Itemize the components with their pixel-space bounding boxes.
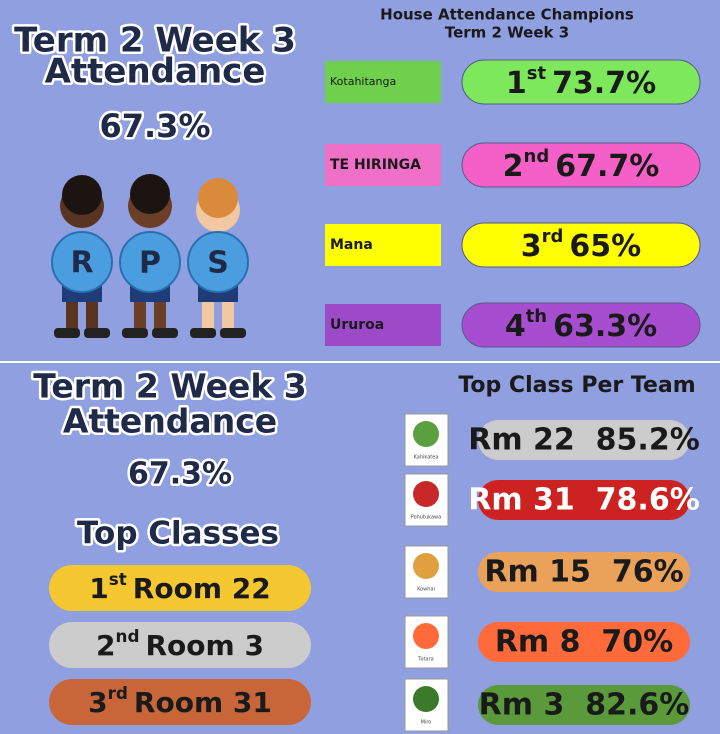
class-pill xyxy=(49,565,311,611)
team-result: Rm 8 70% xyxy=(495,625,673,660)
rank-text: 1st 73.7% xyxy=(506,63,656,101)
team-name: Miro xyxy=(421,720,432,726)
team-pill xyxy=(478,622,690,662)
team-icon xyxy=(413,421,439,447)
rank-text: 3rd 65% xyxy=(521,226,641,264)
team-icon xyxy=(413,553,439,579)
heading: Term 2 Week 3 xyxy=(445,24,569,42)
percent: 65% xyxy=(569,229,641,264)
percent: 63.3% xyxy=(553,309,657,344)
team-pill xyxy=(478,480,690,520)
house-name: Kotahitanga xyxy=(330,75,396,88)
team-pill xyxy=(478,685,690,725)
heading: House Attendance Champions xyxy=(380,6,634,24)
rank: 3 xyxy=(88,686,107,719)
room: Room 3 xyxy=(146,629,264,662)
house-label-box xyxy=(325,144,441,186)
team-icon xyxy=(413,481,439,507)
percent: 67.7% xyxy=(555,149,659,184)
house-pill xyxy=(461,59,701,105)
badge-letter: R xyxy=(70,246,93,281)
house-pill xyxy=(461,222,701,268)
team-heading: Top Class Per Team xyxy=(458,373,695,398)
rank-text: 2nd 67.7% xyxy=(503,146,660,184)
team-pill xyxy=(478,552,690,592)
team-pill xyxy=(478,420,690,460)
percent: 73.7% xyxy=(552,66,656,101)
house-name: TE HIRINGA xyxy=(330,157,421,173)
rank: 4 xyxy=(505,309,526,344)
rank-text: 4th 63.3% xyxy=(505,306,657,344)
house-name: Mana xyxy=(330,237,373,253)
title: Attendance xyxy=(63,402,277,441)
class-pill xyxy=(49,679,311,725)
overall-percent: 67.3% xyxy=(128,457,232,492)
rank: 1 xyxy=(89,572,108,605)
rank-text: 3rd Room 31 xyxy=(88,683,272,719)
title: Term 2 Week 3 xyxy=(33,367,307,406)
team-result: Rm 15 76% xyxy=(484,555,683,590)
rank: 1 xyxy=(506,66,527,101)
team-icon xyxy=(413,623,439,649)
team-name: Totara xyxy=(417,657,433,663)
team-name: Kahikatea xyxy=(414,455,439,461)
badge xyxy=(119,231,181,293)
team-result: Rm 31 78.6% xyxy=(468,483,700,518)
badge-letter: P xyxy=(139,246,161,281)
house-name: Ururoa xyxy=(330,317,384,333)
rank-suffix: rd xyxy=(542,226,564,247)
team-icon xyxy=(413,686,439,712)
house-label-box xyxy=(325,224,441,266)
house-label-box xyxy=(325,61,441,103)
rank: 2 xyxy=(96,629,115,662)
team-name: Pohutukawa xyxy=(411,515,441,521)
rank-text: 1st Room 22 xyxy=(89,569,270,605)
title: Attendance xyxy=(45,52,266,92)
room: Room 22 xyxy=(133,572,271,605)
rank-text: 2nd Room 3 xyxy=(96,626,264,662)
kid xyxy=(190,178,246,338)
title: Term 2 Week 3 xyxy=(14,21,296,61)
rank-suffix: th xyxy=(526,306,547,327)
rank: 2 xyxy=(503,149,524,184)
rank: 3 xyxy=(521,229,542,264)
top-classes-heading: Top Classes xyxy=(77,516,279,552)
rank-suffix: nd xyxy=(524,146,550,167)
overall-percent: 67.3% xyxy=(99,107,210,145)
rank-suffix: rd xyxy=(108,683,128,703)
badge xyxy=(51,231,113,293)
rank-suffix: st xyxy=(109,569,127,589)
house-label-box xyxy=(325,304,441,346)
team-name: Kowhai xyxy=(417,587,435,593)
room: Room 31 xyxy=(134,686,272,719)
team-result: Rm 3 82.6% xyxy=(479,688,690,723)
badge xyxy=(187,231,249,293)
team-result: Rm 22 85.2% xyxy=(468,423,700,458)
house-pill xyxy=(461,302,701,348)
rank-suffix: nd xyxy=(116,626,140,646)
house-pill xyxy=(461,142,701,188)
rank-suffix: st xyxy=(527,63,547,84)
class-pill xyxy=(49,622,311,668)
badge-letter: S xyxy=(207,246,229,281)
